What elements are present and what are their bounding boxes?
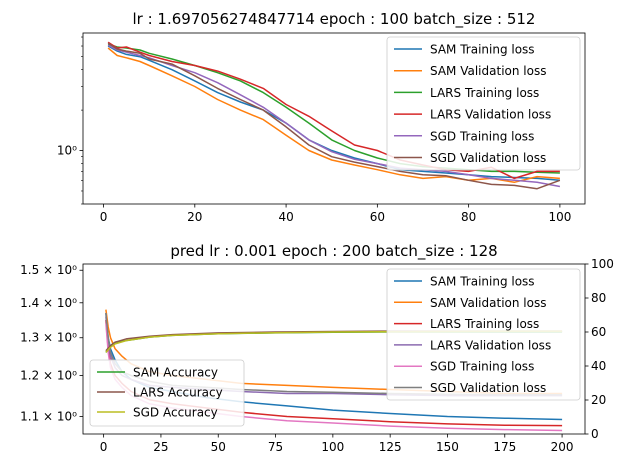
chart-2: pred lr : 0.001 epoch : 200 batch_size :… xyxy=(20,242,614,454)
axes-frame xyxy=(82,263,586,435)
legend-label: SAM Validation loss xyxy=(430,296,546,310)
series-line-sam-validation-loss xyxy=(107,47,560,184)
legend-label: SAM Accuracy xyxy=(133,366,218,380)
series-group xyxy=(107,41,561,190)
x-tick-label: 0 xyxy=(100,210,108,224)
legend-main: SAM Training loss SAM Validation loss LARS… xyxy=(386,36,581,171)
legend-label: SGD Training loss xyxy=(430,360,534,374)
x-tick-label: 50 xyxy=(211,440,226,454)
y-tick-label: 1.4 × 10⁰ xyxy=(20,296,77,310)
axes-frame xyxy=(82,32,586,205)
legend-label: SAM Training loss xyxy=(430,43,535,57)
y2-tick-label: 0 xyxy=(591,427,599,441)
y-tick-label: 10⁰ xyxy=(57,144,77,158)
x-tick-label: 20 xyxy=(187,210,202,224)
legend-main: SAM Training loss SAM Validation loss LARS… xyxy=(386,268,581,401)
y-tick-label: 1.3 × 10⁰ xyxy=(20,331,77,345)
x-tick-label: 40 xyxy=(278,210,293,224)
x-tick-label: 25 xyxy=(153,440,168,454)
x-tick-label: 0 xyxy=(100,440,108,454)
x-tick-label: 150 xyxy=(436,440,459,454)
x-tick-label: 200 xyxy=(551,440,574,454)
legend-frame xyxy=(386,36,581,171)
legend-label: SGD Accuracy xyxy=(133,406,218,420)
legend-label: LARS Accuracy xyxy=(133,386,223,400)
y-tick-label: 1.2 × 10⁰ xyxy=(20,368,77,382)
y2-tick-label: 40 xyxy=(591,359,606,373)
legend-label: SGD Validation loss xyxy=(430,151,546,165)
legend-frame xyxy=(89,359,245,427)
legend-label: LARS Validation loss xyxy=(430,108,551,122)
chart-1: lr : 1.697056274847714 epoch : 100 batch… xyxy=(57,10,586,224)
legend-frame xyxy=(386,268,581,401)
y-tick-label: 1.5 × 10⁰ xyxy=(20,263,77,277)
y2-tick-label: 80 xyxy=(591,291,606,305)
y2-tick-label: 20 xyxy=(591,393,606,407)
legend-label: SGD Validation loss xyxy=(430,381,546,395)
y2-tick-label: 100 xyxy=(591,257,614,271)
legend-label: LARS Training loss xyxy=(430,317,539,331)
x-tick-label: 60 xyxy=(370,210,385,224)
legend-accuracy: SAM Accuracy LARS Accuracy SGD Accuracy xyxy=(89,359,245,427)
x-tick-label: 75 xyxy=(268,440,283,454)
x-tick-label: 125 xyxy=(379,440,402,454)
legend-label: LARS Validation loss xyxy=(430,338,551,352)
chart-title: pred lr : 0.001 epoch : 200 batch_size :… xyxy=(170,242,497,261)
x-tick-label: 100 xyxy=(321,440,344,454)
legend-label: SGD Training loss xyxy=(430,129,534,143)
x-tick-label: 175 xyxy=(493,440,516,454)
legend-label: SAM Validation loss xyxy=(430,64,546,78)
series-line-sgd-validation-loss xyxy=(107,42,561,190)
legend-label: LARS Training loss xyxy=(430,86,539,100)
x-tick-label: 80 xyxy=(461,210,476,224)
y2-tick-label: 60 xyxy=(591,325,606,339)
chart-title: lr : 1.697056274847714 epoch : 100 batch… xyxy=(133,10,536,29)
x-tick-label: 100 xyxy=(548,210,571,224)
y-tick-label: 1.1 × 10⁰ xyxy=(20,410,77,424)
legend-label: SAM Training loss xyxy=(430,275,535,289)
